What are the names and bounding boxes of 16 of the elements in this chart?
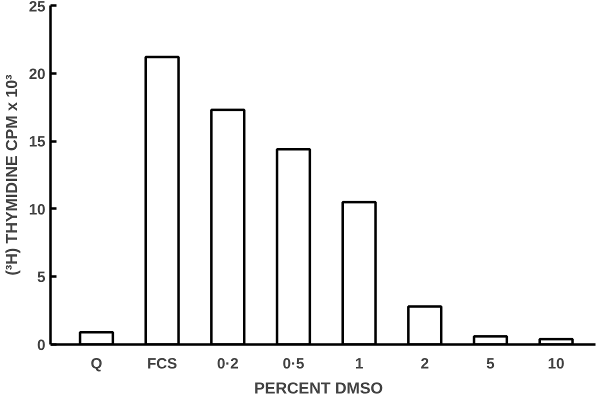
x-tick-label: 5 bbox=[486, 356, 495, 372]
x-tick-label: 2 bbox=[420, 356, 429, 372]
y-axis-title: (³H) THYMIDINE CPM x 10³ bbox=[4, 74, 21, 276]
x-tick-label: 10 bbox=[548, 356, 564, 372]
x-tick-label: 1 bbox=[354, 356, 364, 372]
y-tick-label: 0 bbox=[37, 337, 46, 354]
y-tick-label: 20 bbox=[28, 66, 46, 83]
y-tick-label: 15 bbox=[28, 134, 46, 151]
x-tick-label: FCS bbox=[147, 356, 178, 372]
x-tick-label: 0·5 bbox=[282, 356, 304, 372]
y-tick-label: 10 bbox=[28, 201, 46, 218]
y-tick-label: 5 bbox=[37, 269, 46, 286]
x-axis-title: PERCENT DMSO bbox=[254, 380, 384, 398]
x-tick-label: Q bbox=[90, 356, 103, 372]
x-tick-label: 0·2 bbox=[216, 356, 239, 372]
y-tick-label: 25 bbox=[28, 0, 46, 16]
